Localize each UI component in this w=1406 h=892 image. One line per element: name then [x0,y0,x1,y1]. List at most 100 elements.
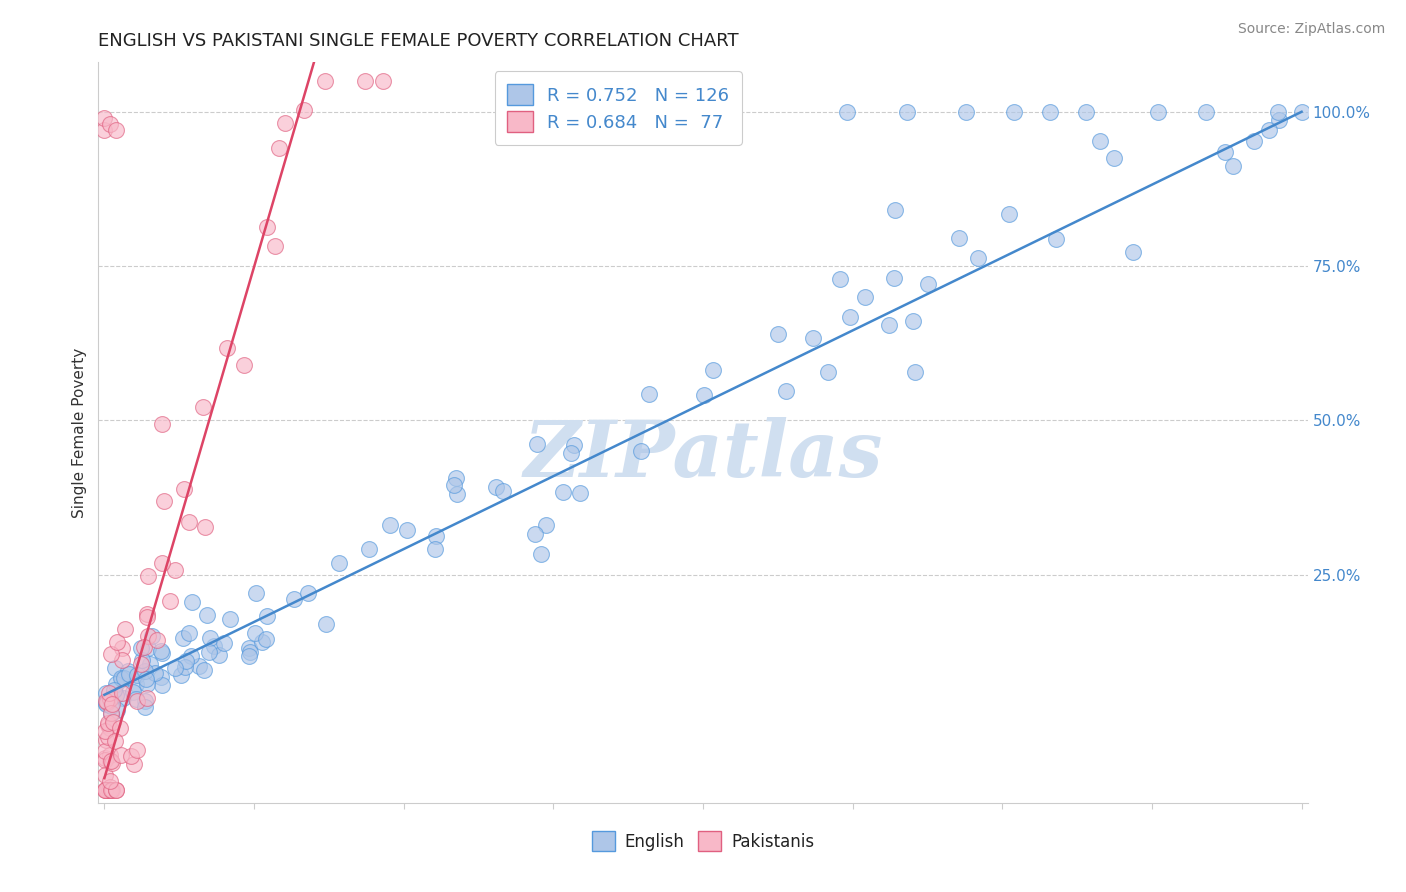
Point [111,653,134,667]
Point [173,482,195,496]
Point [101,756,124,771]
Point [174,659,197,673]
Point [125,668,148,682]
Point [193,520,215,534]
Point [215,341,238,355]
Point [1213,145,1236,160]
Point [93,724,115,739]
Point [177,625,200,640]
Point [124,757,146,772]
Point [100,707,122,722]
Point [828,272,851,286]
Point [187,659,209,673]
Point [218,612,240,626]
Point [551,485,574,500]
Point [165,563,187,577]
Point [630,444,652,458]
Point [100,706,122,721]
Point [239,645,262,659]
Point [371,74,394,88]
Point [112,691,135,706]
Point [165,661,187,675]
Point [801,331,824,345]
Point [129,657,152,672]
Point [96,686,118,700]
Point [111,641,134,656]
Point [292,103,315,117]
Point [524,527,547,541]
Point [212,636,235,650]
Point [817,365,839,379]
Point [110,671,132,685]
Point [125,743,148,757]
Point [1243,134,1265,148]
Point [110,747,132,762]
Point [98,748,121,763]
Point [94,768,117,782]
Point [117,664,139,678]
Point [131,641,153,656]
Point [118,666,141,681]
Point [143,666,166,681]
Point [114,623,136,637]
Point [170,668,193,682]
Point [283,591,305,606]
Point [966,251,988,265]
Point [136,691,159,706]
Text: ENGLISH VS PAKISTANI SINGLE FEMALE POVERTY CORRELATION CHART: ENGLISH VS PAKISTANI SINGLE FEMALE POVER… [98,32,740,50]
Point [150,417,173,431]
Point [560,446,582,460]
Point [839,310,862,325]
Point [357,541,380,556]
Point [104,661,127,675]
Point [152,678,174,692]
Point [111,686,134,700]
Point [568,485,591,500]
Point [111,673,134,687]
Point [141,629,163,643]
Point [131,652,153,666]
Point [267,141,290,155]
Point [105,123,128,137]
Point [96,733,118,747]
Point [94,696,117,710]
Point [112,672,135,686]
Point [254,632,277,646]
Point [997,207,1019,221]
Point [315,617,337,632]
Point [100,783,122,797]
Point [98,780,121,794]
Point [101,714,124,729]
Point [195,607,218,622]
Point [94,753,117,767]
Point [96,783,118,797]
Point [136,607,159,622]
Point [768,326,790,341]
Point [264,238,287,252]
Point [328,556,350,570]
Point [530,547,553,561]
Point [702,362,724,376]
Point [1074,104,1097,119]
Point [120,748,142,763]
Point [150,644,173,658]
Point [446,486,468,500]
Point [125,692,148,706]
Point [775,384,797,399]
Point [125,677,148,691]
Point [1039,104,1062,119]
Point [425,529,447,543]
Point [172,631,194,645]
Point [94,694,117,708]
Point [100,698,122,713]
Point [105,703,128,717]
Point [108,721,131,735]
Point [395,524,418,538]
Point [444,471,467,485]
Point [152,493,174,508]
Point [100,117,122,131]
Point [96,783,118,797]
Point [353,74,375,88]
Point [94,751,117,765]
Point [207,648,229,663]
